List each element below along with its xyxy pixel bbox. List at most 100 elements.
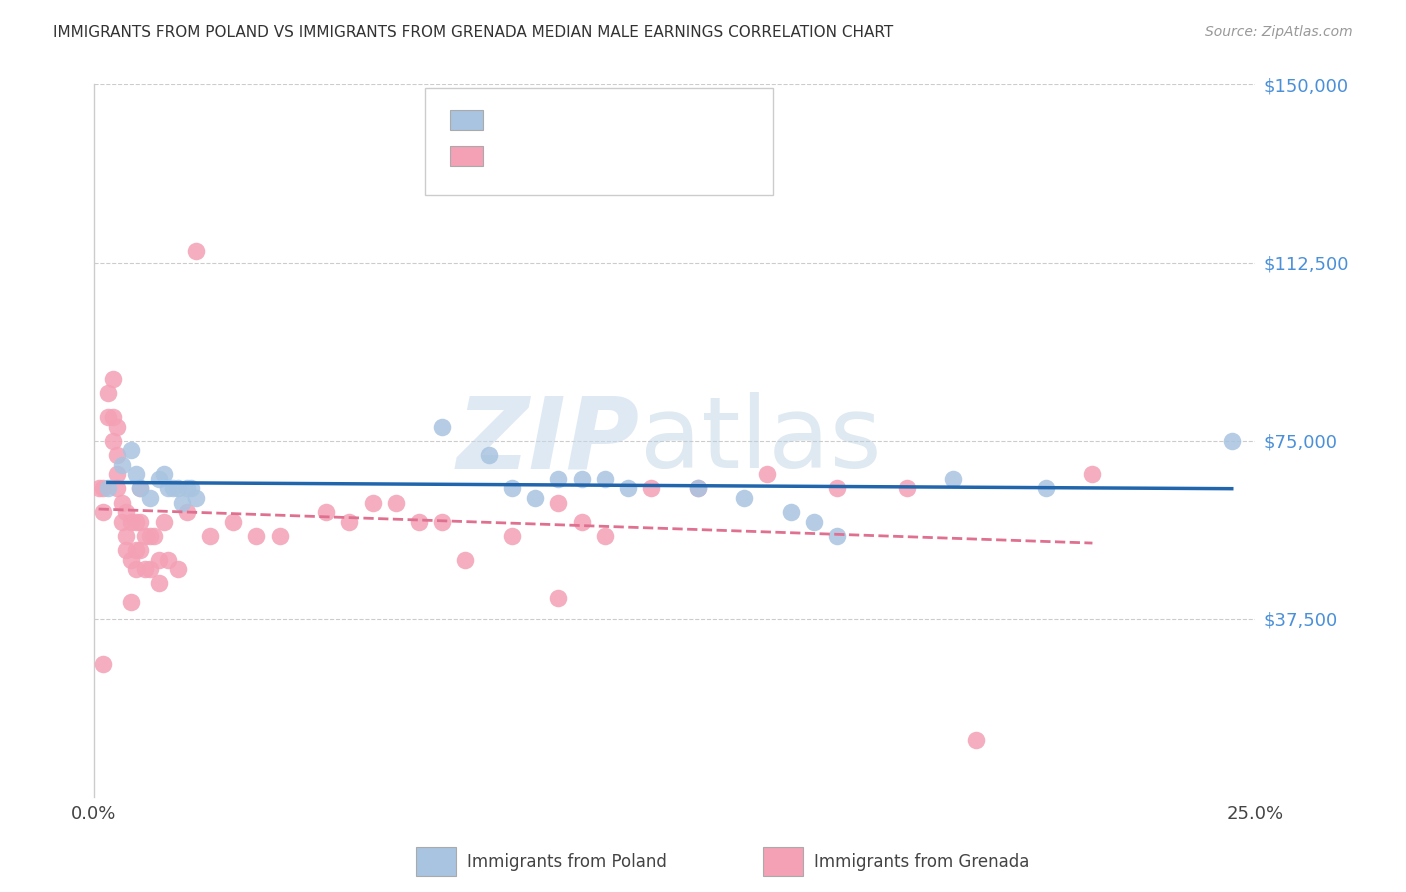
Point [129,543,152,558]
Point [184,491,207,505]
Point [91,657,114,672]
Text: 31: 31 [702,112,723,129]
Text: Immigrants from Poland: Immigrants from Poland [467,853,666,871]
Point [125,543,148,558]
Point [152,467,174,481]
Point [640,481,662,495]
Point [547,591,569,605]
Point [125,562,148,576]
Point [138,491,160,505]
Point [157,481,180,495]
Point [105,467,128,481]
Point [686,481,709,495]
Point [524,491,547,505]
Text: IMMIGRANTS FROM POLAND VS IMMIGRANTS FROM GRENADA MEDIAN MALE EARNINGS CORRELATI: IMMIGRANTS FROM POLAND VS IMMIGRANTS FRO… [53,25,894,40]
Point [617,481,640,495]
Point [120,515,142,529]
Point [125,515,148,529]
Point [245,529,267,543]
Point [408,515,430,529]
Point [111,458,134,472]
Point [91,505,114,519]
Point [148,576,170,591]
Point [166,481,188,495]
Point [501,529,523,543]
Point [111,495,134,509]
Point [129,481,152,495]
FancyBboxPatch shape [416,847,456,876]
Point [125,467,148,481]
Point [896,481,918,495]
Point [166,562,188,576]
Point [803,515,825,529]
Point [120,552,142,566]
Point [101,372,124,386]
Point [143,529,166,543]
Text: Source: ZipAtlas.com: Source: ZipAtlas.com [1205,25,1353,39]
Point [825,529,848,543]
Point [157,552,180,566]
Point [361,495,384,509]
Point [101,434,124,448]
Point [385,495,408,509]
Point [315,505,337,519]
Text: N =: N = [643,112,686,129]
Text: -0.013: -0.013 [558,112,624,129]
Point [111,515,134,529]
FancyBboxPatch shape [763,847,803,876]
Point [105,481,128,495]
Point [965,733,987,747]
FancyBboxPatch shape [450,145,482,166]
Point [593,472,616,486]
Text: Immigrants from Grenada: Immigrants from Grenada [814,853,1029,871]
Text: N =: N = [643,146,686,165]
Point [686,481,709,495]
Point [148,472,170,486]
Text: ZIP: ZIP [457,392,640,490]
Point [176,481,198,495]
Point [134,529,156,543]
Point [138,529,160,543]
Point [115,543,138,558]
FancyBboxPatch shape [425,88,773,195]
Point [184,244,207,258]
Point [172,495,194,509]
Point [547,472,569,486]
Text: 58: 58 [702,146,723,165]
Point [134,562,156,576]
Point [222,515,245,529]
Point [97,386,120,401]
Point [825,481,848,495]
Point [733,491,755,505]
Point [547,495,569,509]
Point [105,448,128,462]
Point [152,515,174,529]
Point [432,419,454,434]
Point [129,481,152,495]
Point [571,515,593,529]
Point [120,595,142,609]
Point [942,472,965,486]
Point [1220,434,1243,448]
Point [478,448,501,462]
Text: atlas: atlas [640,392,882,490]
Point [1035,481,1057,495]
Point [115,505,138,519]
Point [756,467,779,481]
Point [571,472,593,486]
Point [176,505,198,519]
Point [337,515,360,529]
Text: 0.029: 0.029 [558,146,624,165]
Text: R =: R = [496,146,540,165]
Point [105,419,128,434]
Point [148,552,170,566]
Point [1081,467,1104,481]
Point [269,529,291,543]
Point [91,481,114,495]
Point [138,562,160,576]
Point [129,515,152,529]
Point [120,443,142,458]
Point [198,529,221,543]
Point [162,481,184,495]
Point [97,410,120,425]
